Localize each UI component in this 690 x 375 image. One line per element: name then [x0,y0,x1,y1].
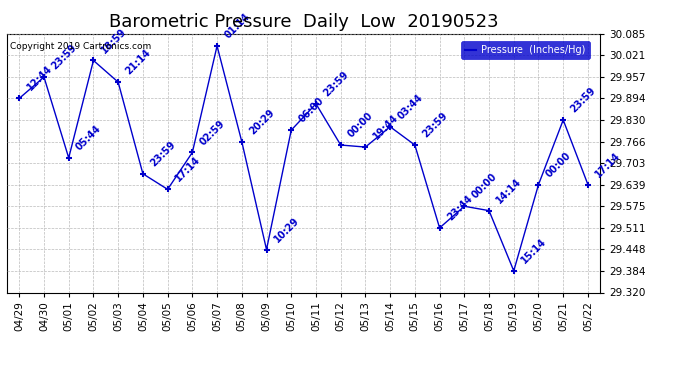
Text: 23:59: 23:59 [322,69,351,98]
Text: 00:00: 00:00 [544,150,573,179]
Text: 00:00: 00:00 [470,172,499,201]
Text: 20:29: 20:29 [247,107,276,136]
Text: 17:14: 17:14 [593,150,622,179]
Text: 12:44: 12:44 [25,64,54,93]
Text: 21:14: 21:14 [124,48,152,76]
Text: 23:59: 23:59 [420,111,449,140]
Text: 00:00: 00:00 [346,111,375,140]
Legend: Pressure  (Inches/Hg): Pressure (Inches/Hg) [461,41,589,59]
Text: 14:14: 14:14 [495,176,524,205]
Text: 05:44: 05:44 [75,123,104,152]
Text: 03:44: 03:44 [395,92,424,121]
Text: 23:44: 23:44 [445,194,474,222]
Text: 23:59: 23:59 [148,139,177,168]
Text: 15:14: 15:14 [520,236,549,265]
Title: Barometric Pressure  Daily  Low  20190523: Barometric Pressure Daily Low 20190523 [109,13,498,31]
Text: Copyright 2019 Cartronics.com: Copyright 2019 Cartronics.com [10,42,151,51]
Text: 10:29: 10:29 [272,215,301,244]
Text: 23:59: 23:59 [50,42,79,72]
Text: 01:14: 01:14 [223,11,252,40]
Text: 19:44: 19:44 [371,112,400,141]
Text: 02:59: 02:59 [198,118,227,147]
Text: 18:59: 18:59 [99,26,128,55]
Text: 23:59: 23:59 [569,86,598,114]
Text: 17:14: 17:14 [173,155,202,184]
Text: 06:00: 06:00 [297,96,326,124]
